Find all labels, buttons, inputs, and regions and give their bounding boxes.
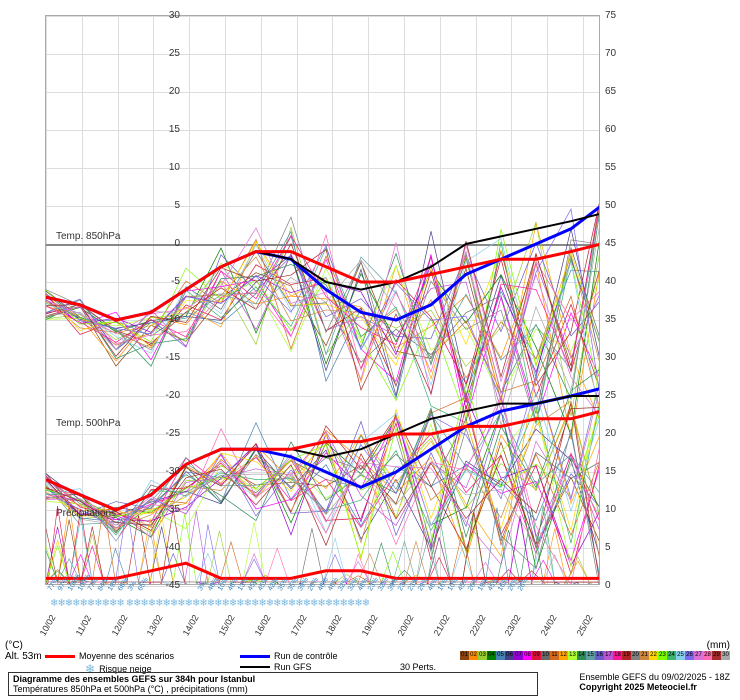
footer-title: Diagramme des ensembles GEFS sur 384h po… [13, 674, 255, 684]
footer-subtitle: Températures 850hPa et 500hPa (°C) , pré… [13, 684, 248, 694]
footer-box: Diagramme des ensembles GEFS sur 384h po… [8, 672, 538, 696]
chart-area: Temp. 850hPa Temp. 500hPa Précipitations [45, 15, 600, 585]
snow-percentages: 77%97%100%100%77%84%19%68%3%65%3%48%10%4… [50, 587, 530, 594]
legend-control-line [240, 655, 270, 658]
precip-label: Précipitations [56, 508, 116, 519]
temp-850-label: Temp. 850hPa [56, 231, 121, 242]
legend-gfs-line [240, 666, 270, 668]
run-info: Ensemble GEFS du 09/02/2025 - 18Z [579, 672, 730, 682]
copyright: Copyright 2025 Meteociel.fr [579, 682, 697, 692]
temp-500-label: Temp. 500hPa [56, 418, 121, 429]
left-axis-title: (°C) Alt. 53m [5, 640, 42, 662]
main-series [46, 16, 599, 584]
legend-mean-text: Moyenne des scénarios [79, 651, 174, 661]
perturbation-colors: 0102030405060708091011121314151617181920… [460, 651, 740, 660]
legend-control-text: Run de contrôle [274, 651, 338, 661]
legend-mean: Moyenne des scénarios [45, 651, 174, 661]
legend-gfs-text: Run GFS [274, 662, 312, 672]
legend-gfs: Run GFS [240, 662, 312, 672]
right-axis-title: (mm) [707, 640, 730, 651]
footer-right: Ensemble GEFS du 09/02/2025 - 18Z Copyri… [579, 672, 730, 692]
legend-control: Run de contrôle [240, 651, 338, 661]
snow-icons: ❄❄❄❄❄❄❄❄❄❄ ❄❄❄❄❄❄❄❄❄❄❄❄❄❄❄❄❄❄❄❄❄❄❄❄❄❄❄❄❄… [50, 598, 369, 609]
legend-perts: 30 Perts. [400, 662, 436, 672]
legend-mean-line [45, 655, 75, 658]
